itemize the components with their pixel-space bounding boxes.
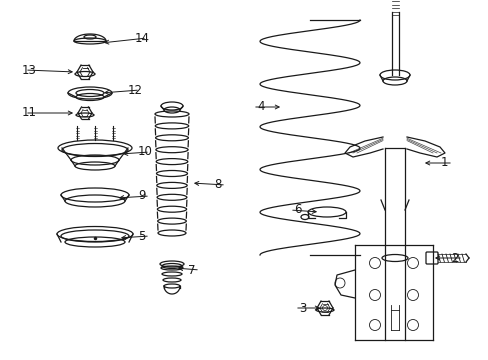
Text: 4: 4 [257, 100, 264, 113]
Text: 11: 11 [22, 107, 37, 120]
Text: 9: 9 [138, 189, 145, 202]
Text: 7: 7 [187, 264, 195, 276]
Text: 3: 3 [299, 301, 306, 315]
Text: 6: 6 [294, 203, 302, 216]
Text: 1: 1 [440, 157, 447, 170]
Text: 2: 2 [450, 252, 458, 265]
Text: 14: 14 [135, 31, 150, 45]
Text: 10: 10 [138, 145, 153, 158]
Text: 13: 13 [22, 63, 37, 77]
Text: 8: 8 [214, 179, 221, 192]
Text: 5: 5 [138, 230, 145, 243]
Text: 12: 12 [128, 84, 142, 96]
